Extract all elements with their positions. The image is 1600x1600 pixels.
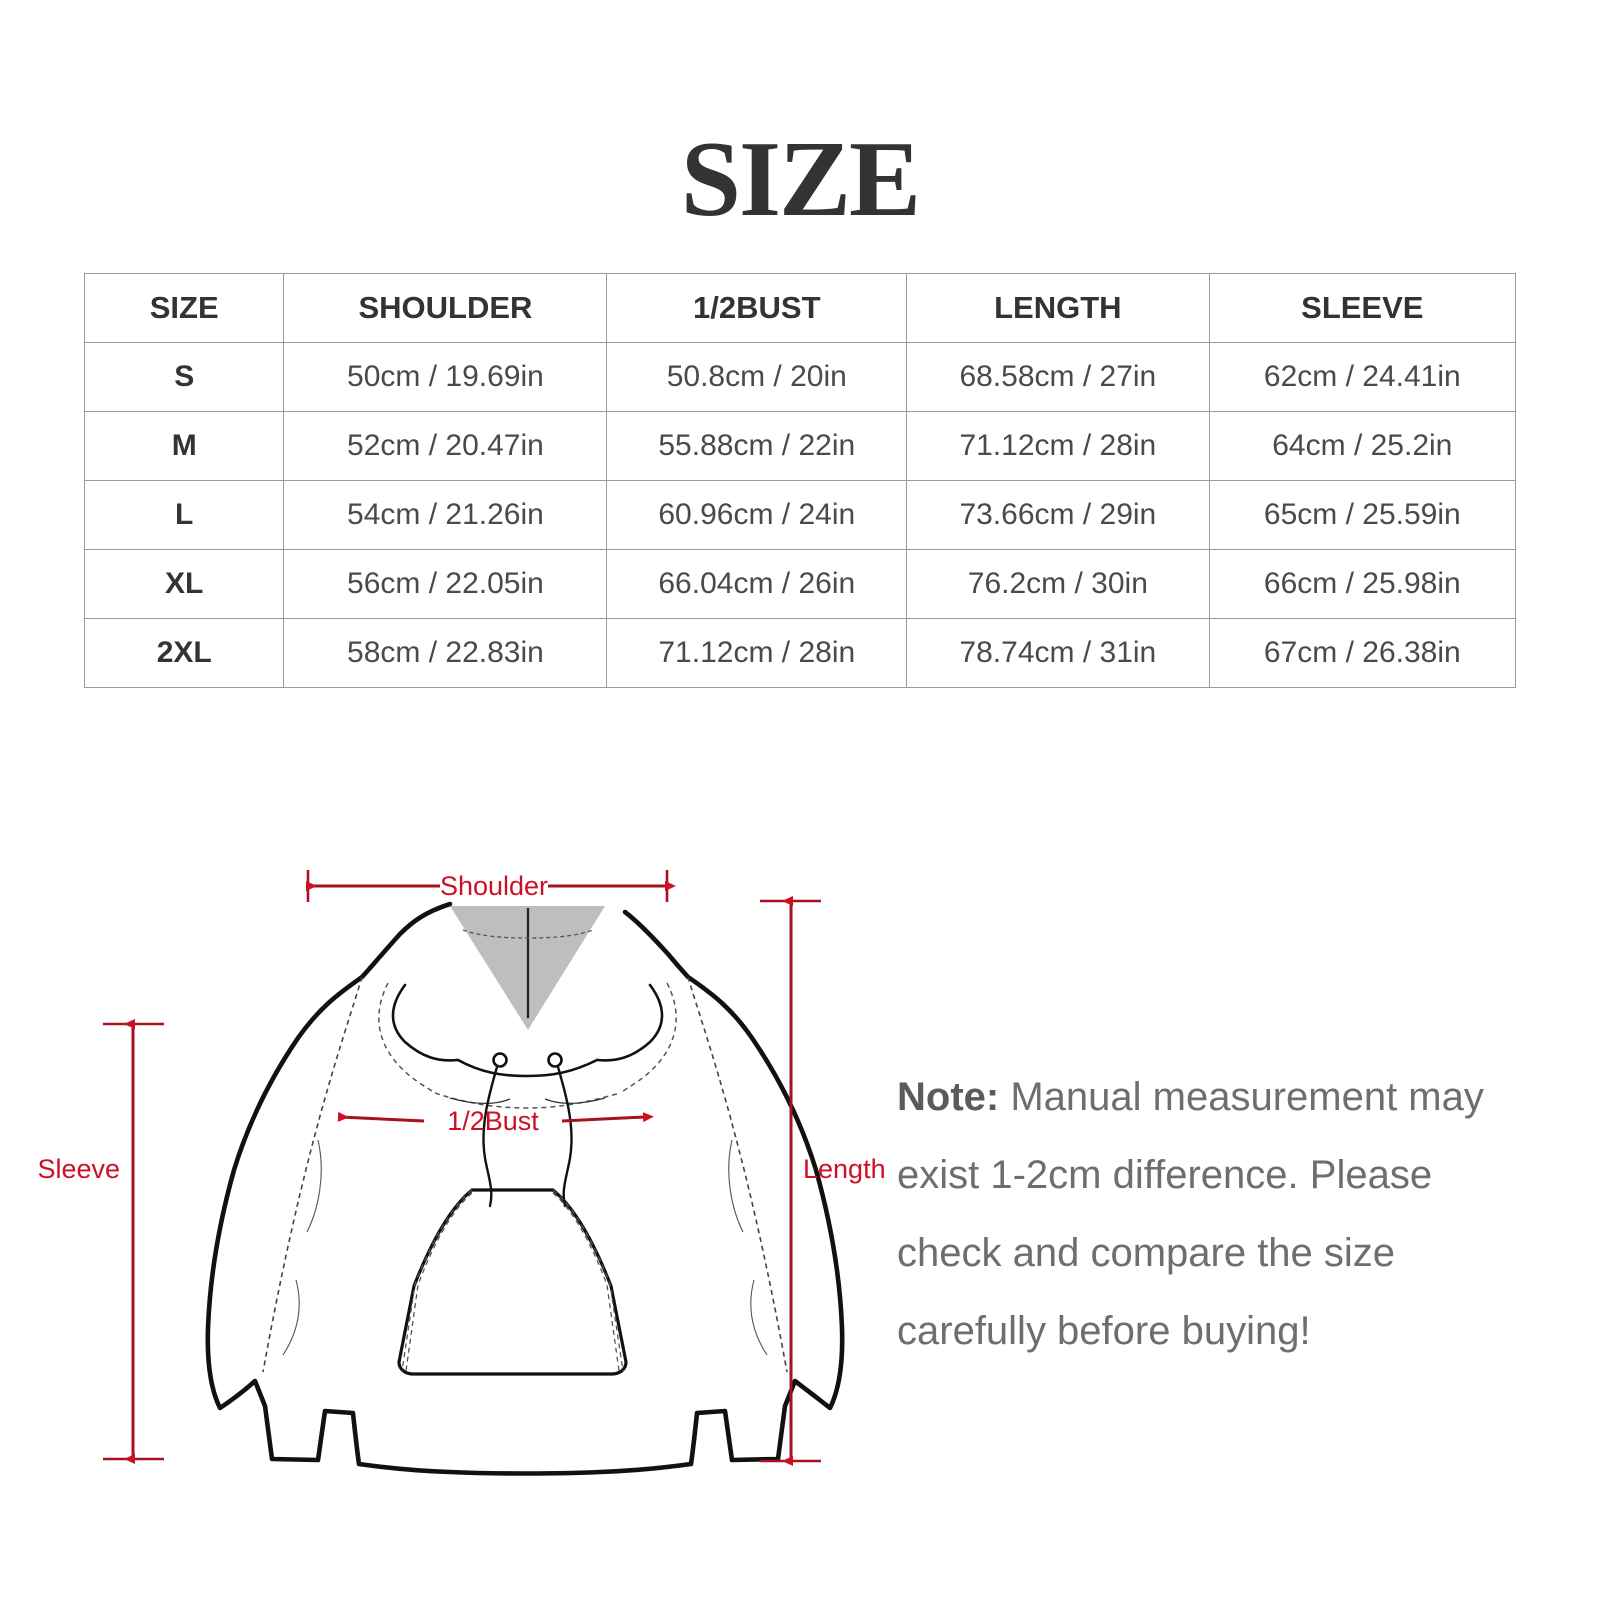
svg-text:1/2Bust: 1/2Bust [447, 1106, 539, 1136]
svg-text:Length: Length [803, 1154, 886, 1184]
svg-text:Shoulder: Shoulder [440, 871, 548, 901]
svg-text:Sleeve: Sleeve [37, 1154, 120, 1184]
